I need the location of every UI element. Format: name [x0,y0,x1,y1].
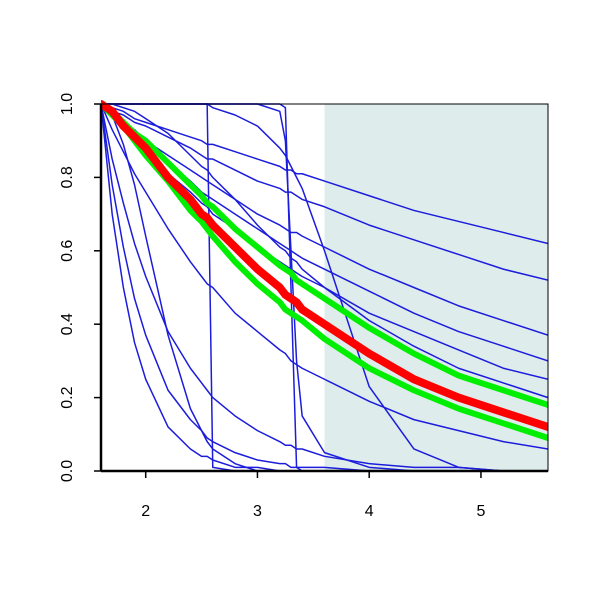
series-line [101,103,548,471]
series-line [101,100,548,431]
series-line [101,103,548,471]
y-tick-label: 0.6 [59,240,76,262]
x-tick-label: 2 [141,503,150,520]
y-tick-label: 0.0 [59,460,76,482]
series-line [101,101,548,408]
series-line [101,103,548,281]
x-tick-label: 3 [253,503,262,520]
x-tick-label: 5 [476,503,485,520]
series-line [101,103,548,471]
series-line [101,101,548,441]
series-line [101,103,548,471]
y-tick-label: 0.2 [59,386,76,408]
series-line [101,103,548,245]
series-line [101,103,548,399]
x-tick-label: 4 [365,503,374,520]
y-tick-label: 1.0 [59,93,76,115]
y-tick-label: 0.8 [59,166,76,188]
y-tick-label: 0.4 [59,313,76,335]
